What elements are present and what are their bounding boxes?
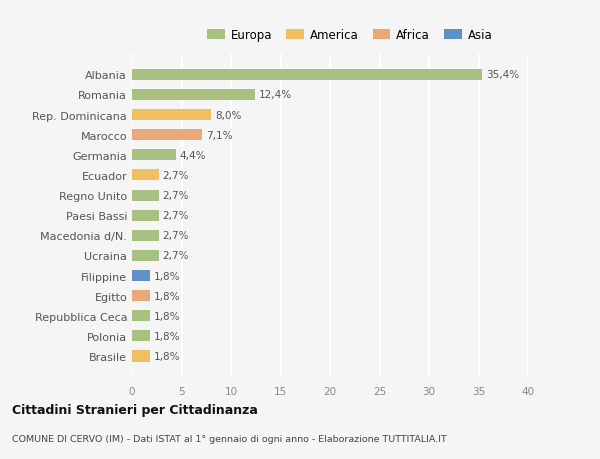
Text: 12,4%: 12,4% <box>259 90 292 100</box>
Bar <box>132 351 150 362</box>
Text: 8,0%: 8,0% <box>215 110 242 120</box>
Text: 2,7%: 2,7% <box>163 211 189 221</box>
Text: 1,8%: 1,8% <box>154 331 180 341</box>
Bar <box>132 210 159 221</box>
Bar <box>132 70 482 81</box>
Bar <box>132 90 255 101</box>
Text: 1,8%: 1,8% <box>154 311 180 321</box>
Bar <box>132 250 159 262</box>
Bar <box>132 130 202 141</box>
Bar <box>132 291 150 302</box>
Bar <box>132 170 159 181</box>
Text: 1,8%: 1,8% <box>154 291 180 301</box>
Bar <box>132 230 159 241</box>
Text: 1,8%: 1,8% <box>154 271 180 281</box>
Text: 2,7%: 2,7% <box>163 171 189 180</box>
Text: 1,8%: 1,8% <box>154 351 180 361</box>
Text: 2,7%: 2,7% <box>163 190 189 201</box>
Text: 4,4%: 4,4% <box>179 151 206 161</box>
Bar <box>132 270 150 281</box>
Text: 2,7%: 2,7% <box>163 231 189 241</box>
Bar <box>132 110 211 121</box>
Bar <box>132 330 150 341</box>
Text: 7,1%: 7,1% <box>206 130 233 140</box>
Text: 35,4%: 35,4% <box>487 70 520 80</box>
Legend: Europa, America, Africa, Asia: Europa, America, Africa, Asia <box>207 29 493 42</box>
Bar <box>132 311 150 322</box>
Bar <box>132 190 159 201</box>
Text: 2,7%: 2,7% <box>163 251 189 261</box>
Text: COMUNE DI CERVO (IM) - Dati ISTAT al 1° gennaio di ogni anno - Elaborazione TUTT: COMUNE DI CERVO (IM) - Dati ISTAT al 1° … <box>12 434 447 442</box>
Text: Cittadini Stranieri per Cittadinanza: Cittadini Stranieri per Cittadinanza <box>12 403 258 416</box>
Bar <box>132 150 176 161</box>
